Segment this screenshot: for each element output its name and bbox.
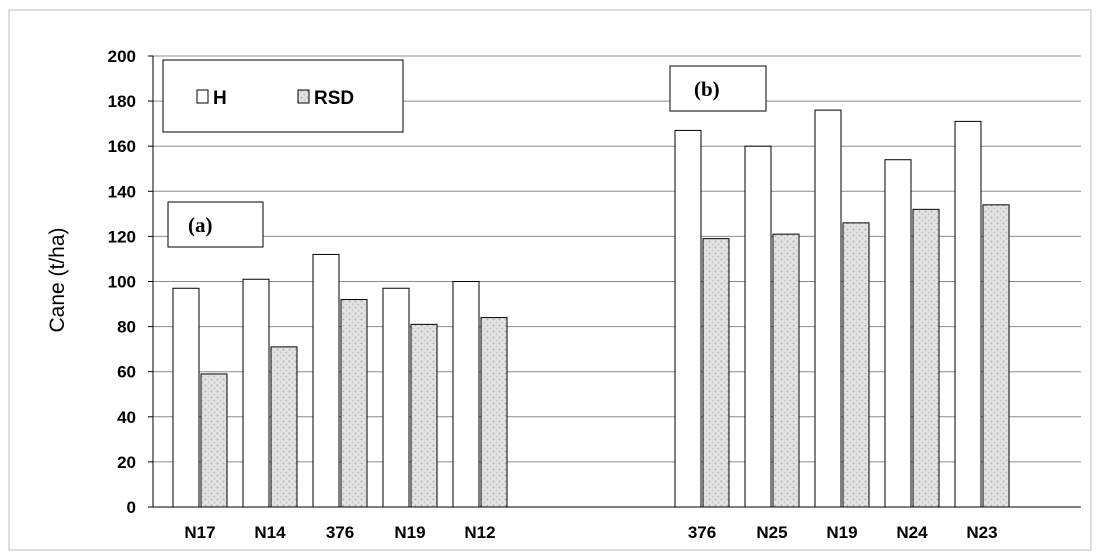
x-tick-label: N25: [756, 523, 787, 542]
y-tick-label: 160: [108, 137, 136, 156]
legend-swatch-h: [196, 89, 209, 104]
y-tick-label: 100: [108, 273, 136, 292]
bar-h: [242, 278, 270, 508]
bar-h: [452, 281, 480, 508]
axes: [148, 55, 1081, 508]
y-tick-labels: 0 20 40 60 80 100 120 140 160 180 200: [108, 47, 136, 517]
bar-h: [884, 159, 912, 508]
y-tick-label: 0: [127, 498, 136, 517]
legend-label-h: H: [213, 88, 227, 109]
panel-label-a-text: (a): [188, 213, 213, 237]
panel-label-b: (b): [669, 65, 767, 112]
bar-rsd: [200, 373, 228, 508]
y-tick-label: 140: [108, 182, 136, 201]
x-tick-labels: N17 N14 376 N19 N12 376 N25 N19 N24 N23: [184, 523, 997, 542]
bar-rsd: [912, 208, 940, 508]
x-tick-label: 376: [326, 523, 354, 542]
panel-label-a: (a): [167, 201, 264, 248]
x-tick-label: 376: [688, 523, 716, 542]
bar-h: [814, 109, 842, 508]
y-tick-label: 20: [117, 453, 136, 472]
y-tick-label: 80: [117, 318, 136, 337]
bar-rsd: [340, 299, 368, 508]
bar-rsd: [480, 317, 508, 508]
legend: H RSD: [162, 59, 404, 133]
bar-h: [744, 145, 772, 508]
x-tick-label: N14: [254, 523, 286, 542]
panel-label-b-text: (b): [694, 77, 720, 101]
bar-rsd: [982, 204, 1010, 508]
bar-h: [382, 287, 410, 508]
x-tick-label: N23: [966, 523, 997, 542]
legend-swatch-rsd: [297, 89, 310, 104]
panel-label-a-box: [167, 201, 264, 248]
legend-label-rsd: RSD: [314, 88, 354, 109]
bar-rsd: [842, 222, 870, 508]
bar-rsd: [702, 238, 730, 508]
bar-rsd: [270, 346, 298, 508]
panel-label-b-box: [669, 65, 767, 112]
x-tick-label: N17: [184, 523, 215, 542]
bar-rsd: [772, 233, 800, 508]
bar-h: [954, 120, 982, 508]
y-tick-label: 120: [108, 227, 136, 246]
bar-rsd: [410, 323, 438, 508]
x-tick-label: N19: [826, 523, 857, 542]
bar-h: [172, 287, 200, 508]
y-tick-label: 180: [108, 92, 136, 111]
y-axis-label: Cane (t/ha): [46, 227, 69, 332]
y-tick-label: 200: [108, 47, 136, 66]
x-tick-label: N19: [394, 523, 425, 542]
bar-h: [674, 129, 702, 508]
y-tick-label: 40: [117, 408, 136, 427]
bar-h: [312, 253, 340, 508]
x-tick-label: N12: [464, 523, 495, 542]
y-tick-label: 60: [117, 363, 136, 382]
x-tick-label: N24: [896, 523, 928, 542]
